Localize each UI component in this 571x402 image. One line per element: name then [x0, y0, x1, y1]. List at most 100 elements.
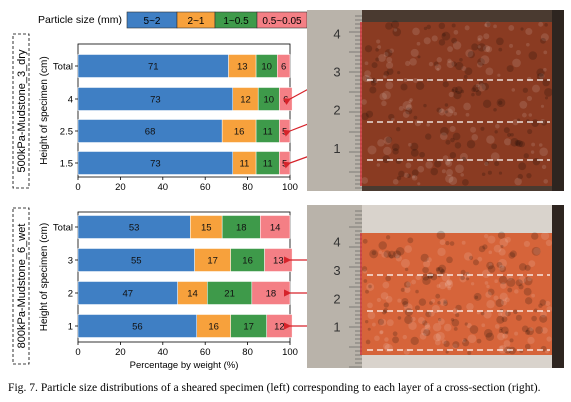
soil-grain: [367, 327, 371, 331]
soil-grain: [424, 322, 431, 329]
soil-grain: [386, 61, 394, 69]
soil-grain: [423, 37, 431, 45]
soil-grain: [486, 284, 490, 289]
soil-grain: [392, 178, 399, 185]
dry-specimen-photo: 1 2 3 4: [307, 10, 564, 191]
soil-grain: [378, 250, 383, 254]
soil-grain: [415, 289, 419, 294]
soil-grain: [398, 170, 405, 178]
soil-grain: [386, 319, 394, 327]
soil-grain: [500, 299, 507, 306]
soil-grain: [531, 232, 539, 240]
soil-grain: [538, 303, 543, 308]
soil-grain: [453, 29, 459, 35]
soil-grain: [379, 92, 387, 101]
data-label: 17: [207, 256, 218, 267]
soil-grain: [496, 261, 503, 268]
soil-grain: [485, 67, 494, 76]
soil-grain: [445, 280, 451, 287]
soil-grain: [464, 322, 469, 326]
x-tick-label: 20: [115, 182, 126, 193]
soil-grain: [526, 42, 530, 47]
soil-grain: [429, 310, 435, 317]
soil-grain: [392, 148, 399, 155]
soil-grain: [531, 293, 535, 298]
soil-grain: [501, 326, 509, 335]
legend-title: Particle size (mm): [38, 14, 122, 26]
soil-grain: [528, 51, 538, 60]
soil-grain: [400, 83, 408, 91]
soil-grain: [404, 307, 413, 317]
soil-grain: [504, 297, 510, 303]
soil-grain: [417, 317, 425, 324]
soil-grain: [422, 320, 428, 326]
data-label: 14: [187, 289, 198, 300]
soil-grain: [438, 317, 442, 322]
soil-grain: [439, 132, 448, 140]
legend-label: 0.5~0.05: [262, 16, 302, 27]
soil-grain: [437, 300, 441, 305]
soil-grain: [393, 28, 398, 32]
soil-grain: [446, 169, 453, 176]
soil-grain: [438, 108, 446, 116]
soil-grain: [499, 237, 509, 247]
soil-grain: [463, 74, 468, 79]
ruler-number: 4: [333, 26, 340, 41]
data-label: 16: [242, 256, 253, 267]
soil-grain: [361, 99, 367, 105]
soil-grain: [499, 292, 508, 301]
soil-grain: [384, 49, 393, 57]
soil-grain: [363, 279, 368, 283]
soil-grain: [478, 245, 486, 253]
soil-grain: [493, 24, 497, 29]
soil-grain: [476, 338, 482, 344]
soil-grain: [471, 87, 476, 93]
soil-grain: [411, 316, 416, 322]
soil-grain: [497, 73, 501, 77]
soil-grain: [365, 75, 372, 83]
data-label: 5: [282, 159, 287, 170]
soil-grain: [402, 334, 408, 340]
ruler-number: 4: [333, 235, 340, 250]
soil-grain: [412, 175, 416, 179]
soil-grain: [466, 322, 472, 329]
soil-grain: [386, 68, 394, 75]
soil-grain: [509, 250, 517, 258]
soil-grain: [437, 318, 445, 325]
soil-grain: [411, 279, 417, 285]
soil-grain: [385, 81, 394, 90]
soil-grain: [385, 235, 391, 240]
soil-grain: [498, 344, 508, 354]
soil-grain: [375, 57, 380, 62]
soil-grain: [460, 275, 465, 281]
soil-grain: [445, 174, 454, 183]
soil-grain: [477, 256, 483, 262]
legend-label: 5~2: [144, 16, 161, 27]
soil-grain: [442, 32, 446, 37]
soil-grain: [426, 24, 432, 30]
soil-grain: [395, 157, 402, 165]
soil-grain: [376, 297, 382, 303]
wet-specimen-photo: 1 2 3 4: [307, 205, 564, 368]
soil-grain: [433, 333, 441, 342]
soil-grain: [392, 143, 400, 151]
soil-grain: [452, 41, 462, 50]
soil-grain: [435, 293, 441, 299]
soil-grain: [466, 140, 476, 149]
soil-grain: [430, 298, 436, 303]
soil-grain: [438, 281, 447, 290]
soil-grain: [460, 269, 466, 275]
soil-grain: [493, 107, 497, 112]
soil-grain: [465, 277, 470, 281]
soil-grain: [445, 240, 450, 246]
soil-grain: [403, 77, 408, 83]
soil-grain: [539, 314, 548, 323]
soil-grain: [477, 45, 481, 49]
soil-grain: [422, 276, 431, 285]
soil-grain: [449, 151, 457, 159]
soil-grain: [405, 162, 412, 169]
soil-grain: [525, 28, 533, 36]
soil-grain: [515, 279, 523, 287]
data-label: 55: [131, 256, 142, 267]
plot-frame: [77, 211, 291, 343]
